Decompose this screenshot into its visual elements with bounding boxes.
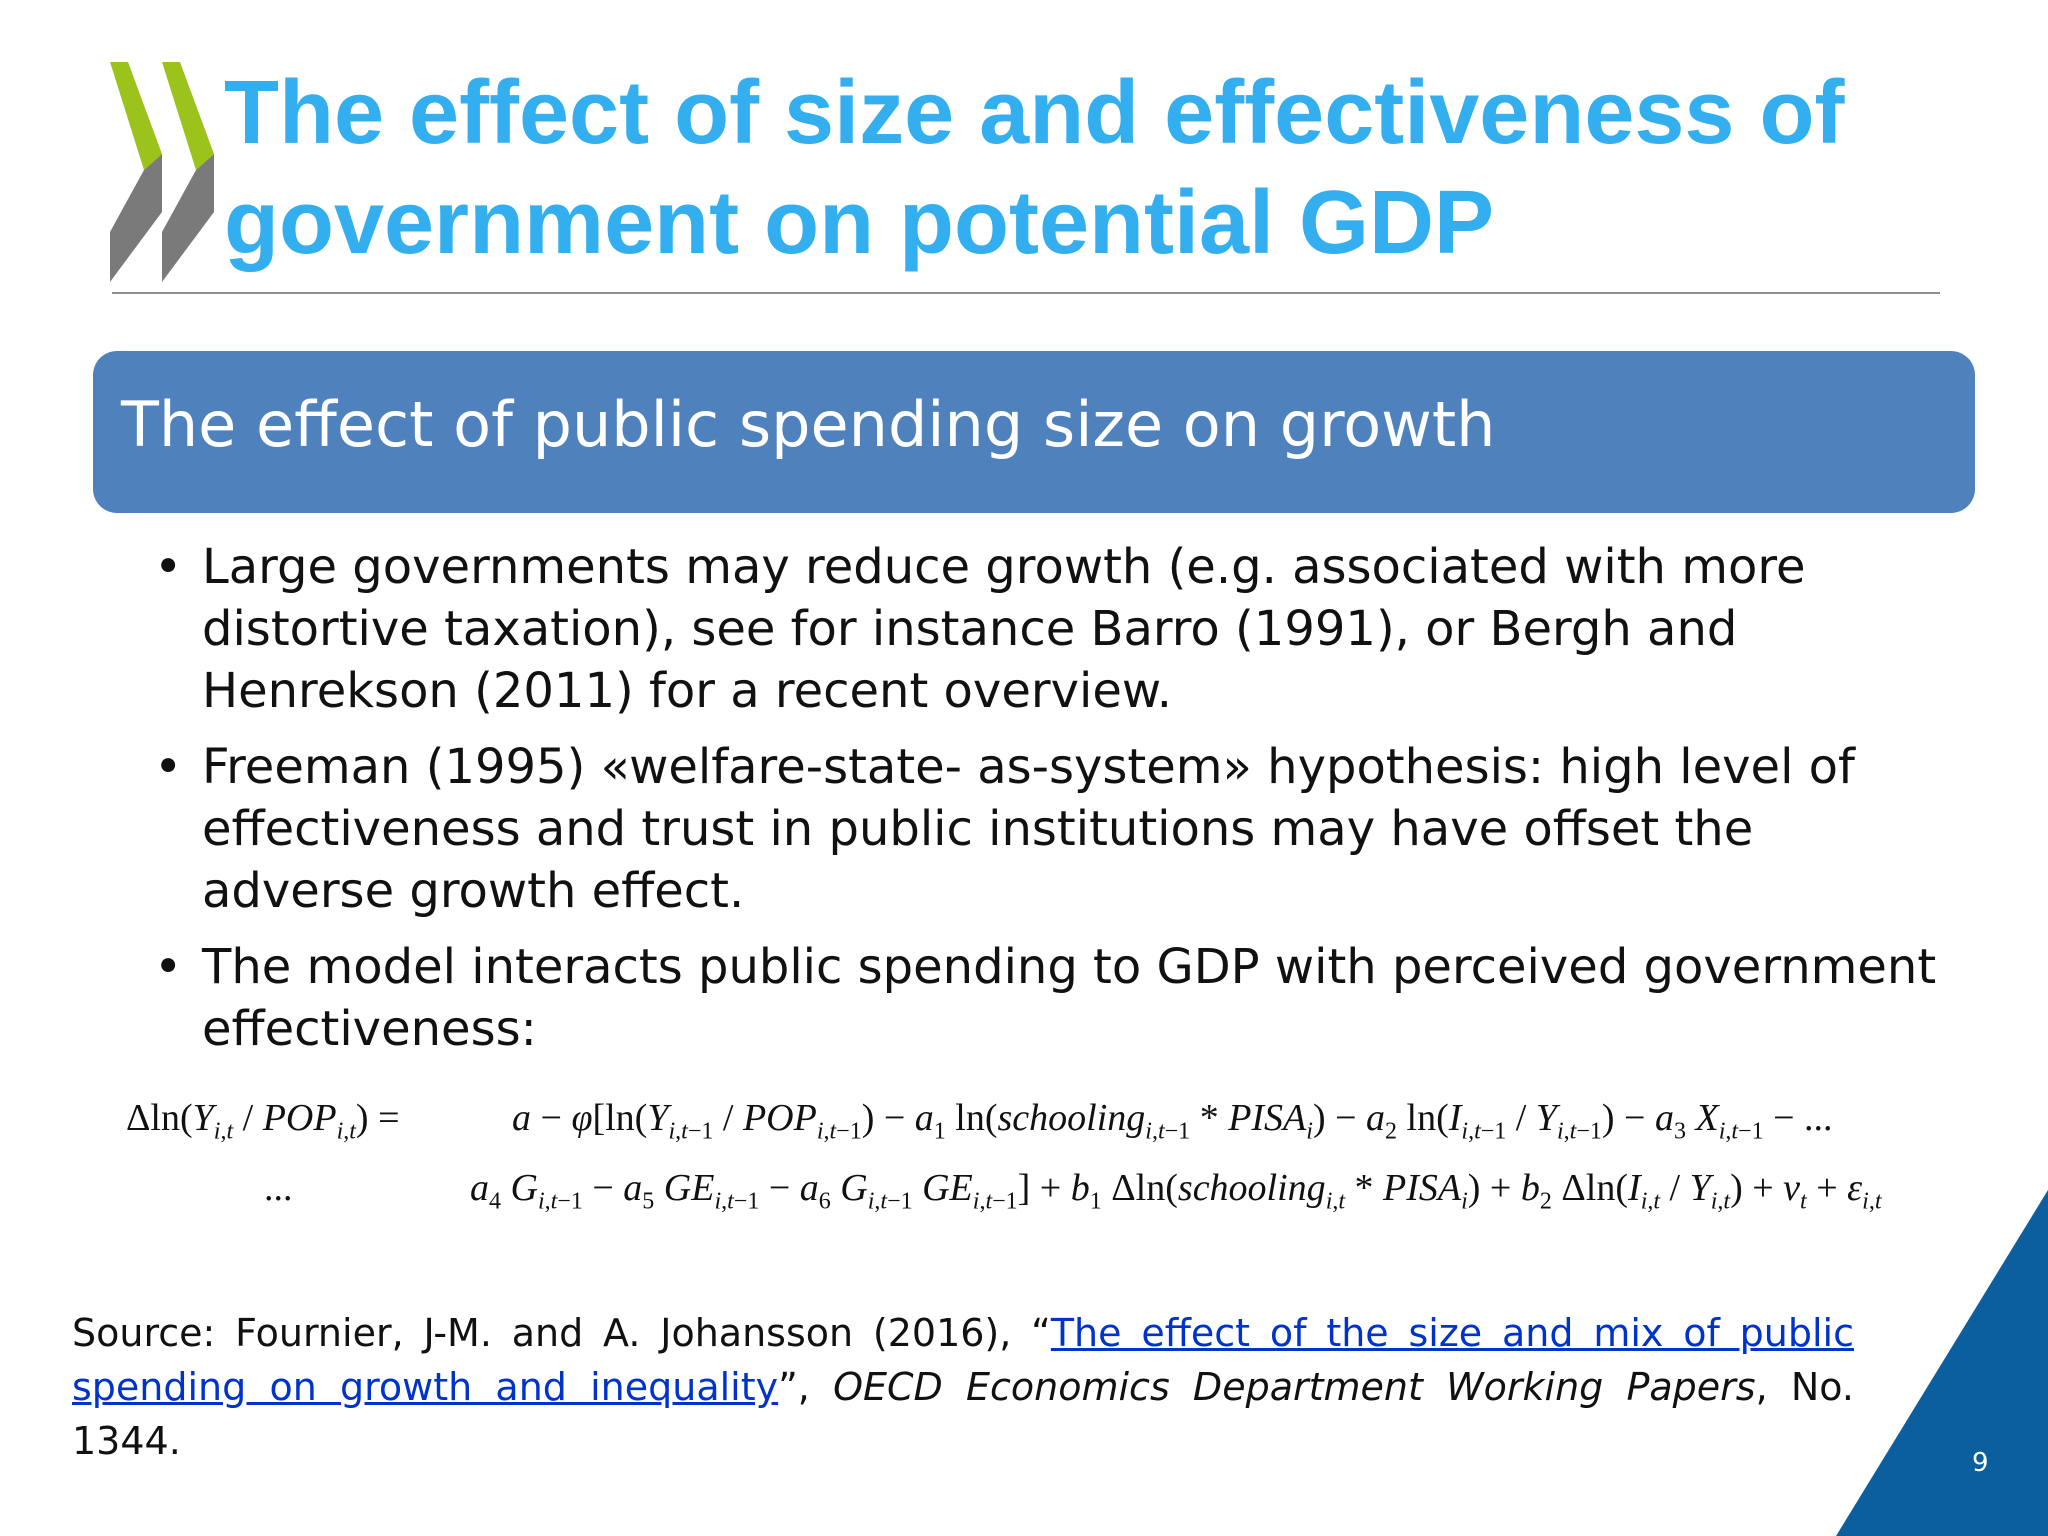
logo-green-chevron-left (110, 62, 162, 170)
source-paper-link[interactable]: The effect of the size and mix of public… (72, 1311, 1854, 1409)
source-prefix: Source: Fournier, J-M. and A. Johansson … (72, 1311, 1051, 1355)
equation-line-1: a − φ[ln(Yi,t−1 / POPi,t−1) − a1 ln(scho… (512, 1097, 1833, 1145)
logo-green-chevron-right (162, 62, 214, 170)
bullet-item: • Freeman (1995) «welfare-state- as-syst… (148, 736, 1948, 922)
bullet-text: Large governments may reduce growth (e.g… (202, 539, 1806, 719)
bullet-marker: • (154, 739, 183, 795)
bullet-marker: • (154, 939, 183, 995)
section-banner: The effect of public spending size on gr… (93, 351, 1975, 513)
bullet-item: • The model interacts public spending to… (148, 936, 1948, 1060)
oecd-chevron-logo (110, 62, 214, 282)
page-number: 9 (1972, 1448, 1989, 1478)
bullet-text: The model interacts public spending to G… (202, 939, 1937, 1057)
equation-continuation: ... (264, 1167, 293, 1209)
logo-gray-chevron-right (162, 154, 214, 282)
bullet-list: • Large governments may reduce growth (e… (148, 536, 1948, 1074)
source-journal: OECD Economics Department Working Papers (833, 1365, 1756, 1409)
bullet-marker: • (154, 539, 183, 595)
equation-line-2: a4 Gi,t−1 − a5 GEi,t−1 − a6 Gi,t−1 GEi,t… (470, 1167, 1882, 1215)
slide-title: The effect of size and effectiveness of … (224, 63, 1845, 273)
title-divider (112, 292, 1940, 294)
section-heading: The effect of public spending size on gr… (121, 388, 1496, 461)
equation-lhs: Δln(Yi,t / POPi,t) = (126, 1097, 400, 1145)
logo-gray-chevron-left (110, 154, 162, 282)
source-after-link: ”, (778, 1365, 834, 1409)
source-citation: Source: Fournier, J-M. and A. Johansson … (72, 1306, 1854, 1468)
bullet-text: Freeman (1995) «welfare-state- as-system… (202, 739, 1855, 919)
bullet-item: • Large governments may reduce growth (e… (148, 536, 1948, 722)
